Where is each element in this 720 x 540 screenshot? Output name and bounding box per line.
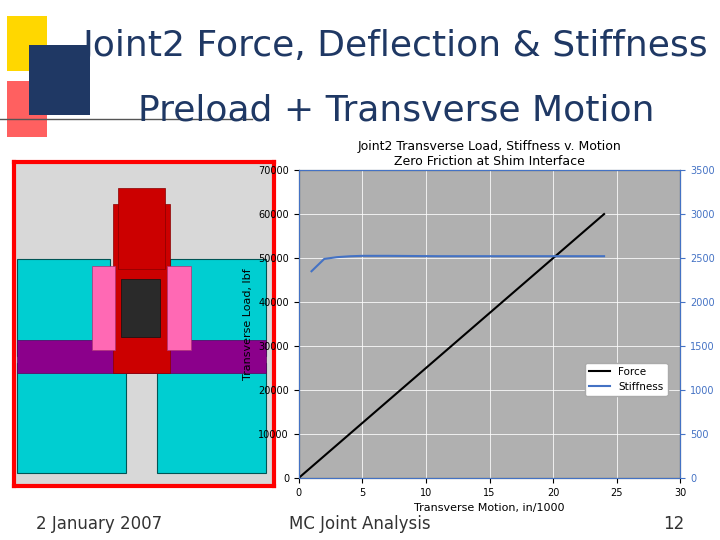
Force bbox=[562, 244, 570, 251]
Force bbox=[396, 387, 405, 393]
Force bbox=[294, 475, 303, 481]
Stiffness bbox=[562, 253, 570, 259]
Stiffness bbox=[422, 253, 431, 259]
Stiffness bbox=[510, 253, 519, 259]
Force bbox=[587, 222, 595, 228]
X-axis label: Transverse Motion, in/1000: Transverse Motion, in/1000 bbox=[414, 503, 565, 513]
Force bbox=[523, 277, 532, 284]
Text: Joint2 Force, Deflection & Stiffness: Joint2 Force, Deflection & Stiffness bbox=[84, 29, 708, 63]
Stiffness bbox=[396, 253, 405, 259]
Force bbox=[346, 431, 354, 437]
Bar bbox=[118, 188, 165, 269]
Stiffness bbox=[434, 253, 443, 259]
Stiffness bbox=[346, 253, 354, 260]
Stiffness bbox=[536, 253, 545, 259]
Bar bbox=[17, 340, 266, 373]
Line: Force: Force bbox=[299, 214, 604, 478]
Force bbox=[371, 409, 379, 415]
Text: 2 January 2007: 2 January 2007 bbox=[36, 515, 162, 533]
Force bbox=[600, 211, 608, 217]
Bar bbox=[157, 363, 266, 473]
Force bbox=[333, 442, 341, 448]
Bar bbox=[29, 45, 90, 115]
Force bbox=[460, 332, 469, 338]
Force bbox=[307, 464, 316, 470]
Force bbox=[434, 354, 443, 360]
Force bbox=[409, 376, 418, 382]
Force bbox=[472, 321, 481, 327]
Stiffness bbox=[358, 253, 366, 259]
Stiffness bbox=[587, 253, 595, 259]
Title: Joint2 Transverse Load, Stiffness v. Motion
Zero Friction at Shim Interface: Joint2 Transverse Load, Stiffness v. Mot… bbox=[358, 139, 621, 167]
Y-axis label: Transverse Load, lbf: Transverse Load, lbf bbox=[243, 268, 253, 380]
Bar bbox=[170, 259, 266, 356]
Force bbox=[358, 420, 366, 426]
Force bbox=[575, 233, 583, 239]
Stiffness bbox=[371, 253, 379, 259]
Force bbox=[422, 364, 431, 371]
Stiffness bbox=[549, 253, 557, 259]
Stiffness bbox=[575, 253, 583, 259]
Stiffness bbox=[333, 254, 341, 260]
Force bbox=[384, 397, 392, 404]
Stiffness bbox=[320, 255, 328, 262]
Bar bbox=[7, 81, 47, 137]
Bar bbox=[92, 266, 115, 350]
Stiffness bbox=[409, 253, 418, 259]
Stiffness bbox=[460, 253, 469, 259]
Text: Preload + Transverse Motion: Preload + Transverse Motion bbox=[138, 93, 654, 127]
Legend: Force, Stiffness: Force, Stiffness bbox=[585, 363, 667, 396]
Bar bbox=[7, 16, 47, 71]
Bar bbox=[167, 266, 191, 350]
Stiffness bbox=[485, 253, 494, 259]
Line: Stiffness: Stiffness bbox=[312, 256, 604, 271]
Bar bbox=[17, 259, 110, 356]
Force bbox=[447, 343, 456, 349]
Stiffness bbox=[447, 253, 456, 259]
Text: MC Joint Analysis: MC Joint Analysis bbox=[289, 515, 431, 533]
Bar bbox=[113, 204, 170, 373]
Bar bbox=[17, 363, 126, 473]
Force bbox=[549, 255, 557, 261]
Stiffness bbox=[498, 253, 507, 259]
Force bbox=[510, 288, 519, 294]
Stiffness bbox=[384, 253, 392, 259]
Bar bbox=[121, 279, 160, 337]
Force bbox=[498, 299, 507, 305]
Stiffness bbox=[472, 253, 481, 259]
Force bbox=[536, 266, 545, 272]
Stiffness bbox=[523, 253, 532, 259]
Text: 12: 12 bbox=[662, 515, 684, 533]
Force bbox=[320, 453, 328, 459]
Stiffness bbox=[307, 268, 316, 274]
Stiffness bbox=[600, 253, 608, 259]
Force bbox=[485, 310, 494, 316]
